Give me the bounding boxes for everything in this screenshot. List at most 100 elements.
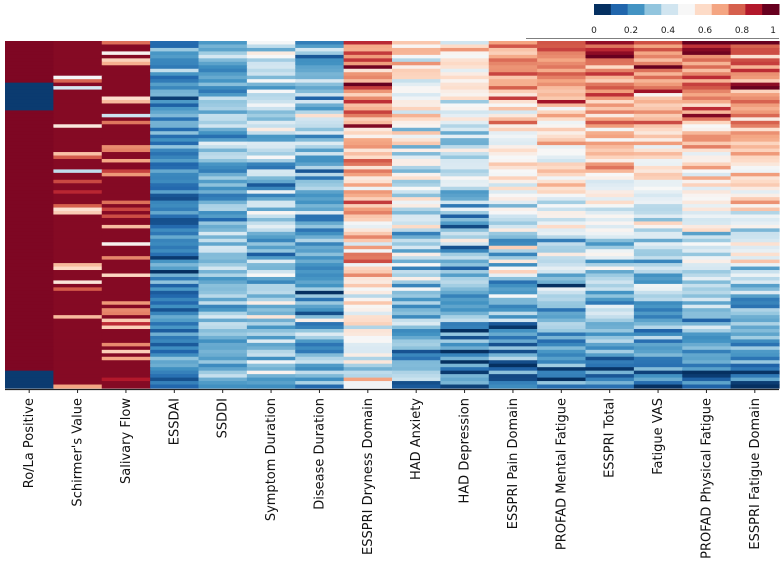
heatmap-cell <box>150 308 200 313</box>
heatmap-cell <box>343 311 393 316</box>
heatmap-cell <box>537 89 587 94</box>
heatmap-cell <box>537 204 587 209</box>
heatmap-cell <box>53 339 103 344</box>
heatmap-cell <box>488 339 538 344</box>
heatmap-cell <box>101 41 151 46</box>
heatmap-cell <box>198 176 248 181</box>
heatmap-cell <box>295 158 345 164</box>
heatmap-cell <box>537 183 587 188</box>
heatmap-cell <box>295 186 345 191</box>
heatmap-cell <box>53 287 103 292</box>
x-tick-label: ESSPRI Pain Domain <box>506 398 521 529</box>
heatmap-cell <box>392 117 441 122</box>
heatmap-cell <box>246 214 296 219</box>
heatmap-cell <box>53 294 103 299</box>
heatmap-cell <box>343 224 393 229</box>
heatmap-cell <box>53 54 103 59</box>
heatmap-cell <box>440 245 490 250</box>
heatmap-cell <box>440 103 490 108</box>
heatmap-cell <box>392 54 441 59</box>
heatmap-cell <box>440 58 490 63</box>
heatmap-cell <box>488 315 538 320</box>
heatmap-cell <box>5 89 54 94</box>
heatmap-cell <box>246 165 296 170</box>
heatmap-cell <box>101 363 151 368</box>
heatmap-cell <box>5 270 54 275</box>
heatmap-cell <box>392 346 441 351</box>
heatmap-cell <box>537 61 587 66</box>
heatmap-cell <box>440 360 490 365</box>
heatmap-cell <box>343 342 393 347</box>
heatmap-cell <box>343 141 393 146</box>
heatmap-cell <box>682 224 732 229</box>
heatmap-cell <box>537 68 587 73</box>
heatmap-cell <box>585 106 635 111</box>
heatmap-cell <box>682 186 732 191</box>
heatmap-cell <box>585 290 635 295</box>
heatmap-cell <box>633 44 683 49</box>
heatmap-cell <box>5 138 54 143</box>
heatmap-cell <box>246 58 296 63</box>
heatmap-cell <box>488 82 538 87</box>
heatmap-cell <box>198 283 248 288</box>
heatmap-cell <box>537 363 587 368</box>
heatmap-cell <box>150 339 200 344</box>
colorbar-swatch <box>661 4 679 15</box>
heatmap-cell <box>198 349 248 354</box>
heatmap-cell <box>633 231 683 236</box>
heatmap-cell <box>295 89 345 94</box>
heatmap-cell <box>5 99 54 105</box>
heatmap-cell <box>5 242 54 247</box>
heatmap-cell <box>730 377 780 382</box>
heatmap-cell <box>295 287 345 292</box>
heatmap-cell <box>488 165 538 170</box>
heatmap-cell <box>53 249 103 254</box>
heatmap-cell <box>633 325 683 330</box>
heatmap-cell <box>537 308 587 313</box>
heatmap-cell <box>246 363 296 368</box>
heatmap-cell <box>392 370 441 375</box>
heatmap-cell <box>246 75 296 80</box>
heatmap-cell <box>537 127 587 132</box>
heatmap-cell <box>53 290 103 295</box>
heatmap-cell <box>53 322 103 327</box>
heatmap-cell <box>150 103 200 108</box>
heatmap-cell <box>101 72 151 77</box>
heatmap-cell <box>682 322 732 327</box>
heatmap-cell <box>101 47 151 53</box>
heatmap-cell <box>730 183 780 188</box>
heatmap-cell <box>101 134 151 139</box>
heatmap-cell <box>343 290 393 295</box>
heatmap-cell <box>295 318 345 323</box>
heatmap-cell <box>198 72 248 77</box>
heatmap-cell <box>295 297 345 302</box>
heatmap-cell <box>488 318 538 323</box>
heatmap-grid <box>5 41 780 391</box>
heatmap-cell <box>295 249 345 254</box>
heatmap-cell <box>246 256 296 261</box>
heatmap-cell <box>295 381 345 386</box>
heatmap-cell <box>101 179 151 184</box>
heatmap-cell <box>246 370 296 375</box>
heatmap-cell <box>101 266 151 271</box>
heatmap-cell <box>440 68 490 73</box>
heatmap-cell <box>537 287 587 292</box>
heatmap-cell <box>198 242 248 247</box>
heatmap-cell <box>150 120 200 125</box>
heatmap-cell <box>633 117 683 122</box>
heatmap-cell <box>537 165 587 170</box>
heatmap-cell <box>5 131 54 136</box>
heatmap-cell <box>440 349 490 354</box>
heatmap-cell <box>585 200 635 205</box>
heatmap-cell <box>295 54 345 59</box>
heatmap-cell <box>343 318 393 323</box>
heatmap-cell <box>585 228 635 233</box>
heatmap-cell <box>246 301 296 306</box>
heatmap-cell <box>730 165 780 170</box>
heatmap-cell <box>101 318 151 323</box>
heatmap-cell <box>682 381 732 386</box>
heatmap-cell <box>392 270 441 275</box>
heatmap-cell <box>488 276 538 282</box>
heatmap-cell <box>53 183 103 188</box>
heatmap-cell <box>150 329 200 334</box>
